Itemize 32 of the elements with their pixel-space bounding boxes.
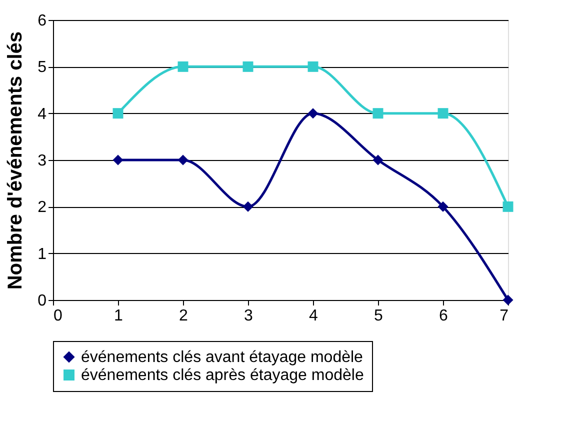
y-tick-label: 2 [38, 199, 47, 216]
point [308, 108, 318, 119]
x-tick-label: 2 [179, 308, 188, 324]
y-tick-label: 4 [38, 106, 47, 123]
y-tick-label: 1 [38, 246, 47, 263]
y-tick-label: 5 [38, 59, 47, 76]
point [372, 108, 384, 119]
point [438, 201, 448, 212]
x-tick-label: 0 [54, 308, 62, 324]
point [308, 61, 318, 72]
point [178, 61, 188, 72]
y-tick-label: 6 [38, 12, 47, 30]
x-tick-label: 1 [114, 308, 124, 324]
point [178, 154, 188, 166]
x-tick-label: 6 [439, 308, 448, 324]
point [438, 108, 448, 119]
point [502, 201, 514, 212]
point [242, 61, 254, 72]
x-tick-label: 5 [374, 308, 384, 324]
legend-label: événements clés avant étayage modèle [81, 349, 364, 366]
y-tick-label: 0 [38, 292, 47, 310]
point [242, 201, 254, 212]
x-tick-label: 3 [244, 308, 254, 324]
y-axis-title: Nombre d'événements clés [4, 31, 27, 290]
point [112, 108, 124, 119]
y-tick-label: 3 [38, 152, 47, 170]
x-tick-label: 7 [500, 308, 509, 324]
x-tick-label: 4 [309, 308, 318, 324]
legend-label: événements clés après étayage modèle [81, 367, 364, 384]
point [112, 154, 124, 166]
point [372, 154, 384, 166]
point [502, 294, 514, 306]
